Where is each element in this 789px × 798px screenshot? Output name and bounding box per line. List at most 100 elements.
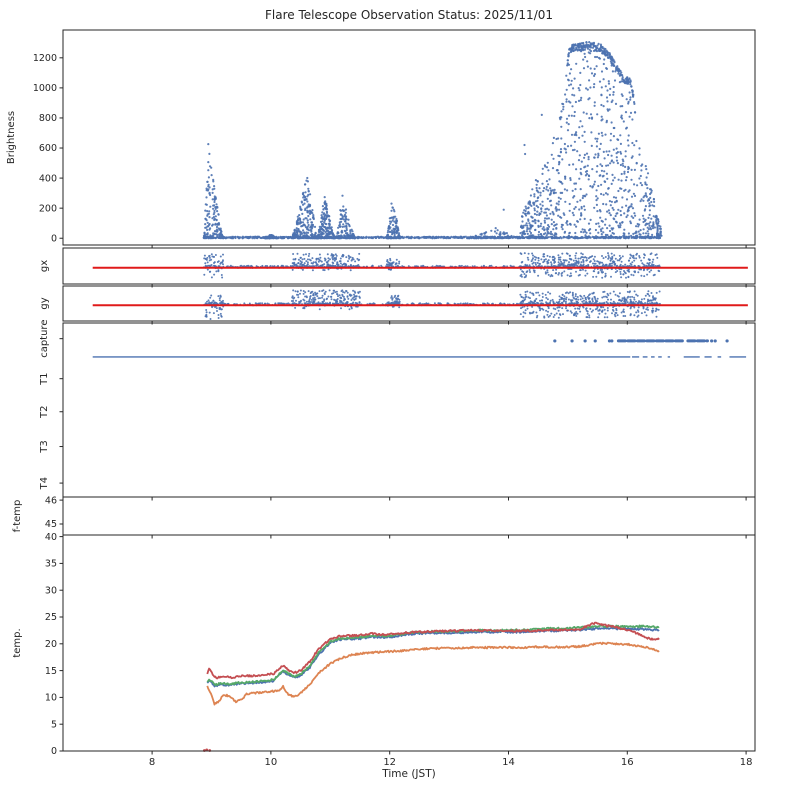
brightness-point xyxy=(209,234,212,237)
brightness-point xyxy=(296,231,299,234)
brightness-point xyxy=(610,236,613,239)
brightness-point xyxy=(528,222,531,225)
brightness-point xyxy=(565,74,568,77)
brightness-point xyxy=(593,206,596,209)
gx-point xyxy=(537,259,540,262)
brightness-point xyxy=(291,236,294,239)
brightness-point xyxy=(560,225,563,229)
brightness-point xyxy=(332,233,335,237)
gx-point xyxy=(299,260,302,263)
brightness-point xyxy=(306,227,309,230)
gx-point xyxy=(291,268,294,271)
brightness-point xyxy=(285,235,288,238)
brightness-point xyxy=(568,72,572,75)
gx-point xyxy=(297,262,300,264)
brightness-point xyxy=(645,195,648,198)
brightness-point xyxy=(587,155,590,159)
brightness-point xyxy=(547,183,550,186)
gx-point xyxy=(577,257,580,260)
brightness-point xyxy=(626,80,629,83)
gx-point xyxy=(562,259,565,262)
gy-point xyxy=(419,302,422,305)
brightness-point xyxy=(613,79,617,82)
brightness-point xyxy=(219,234,222,237)
brightness-point xyxy=(417,237,420,240)
gx-point xyxy=(519,274,522,277)
brightness-point xyxy=(613,126,616,130)
gx-point xyxy=(351,256,354,259)
gx-point xyxy=(522,271,525,273)
brightness-point xyxy=(581,196,584,200)
brightness-point xyxy=(390,231,393,234)
brightness-point xyxy=(552,228,555,231)
brightness-point xyxy=(645,222,648,225)
brightness-point xyxy=(624,111,628,114)
brightness-point xyxy=(595,65,598,68)
brightness-point xyxy=(326,235,329,239)
brightness-point xyxy=(341,216,344,219)
brightness-point xyxy=(621,206,624,209)
brightness-point xyxy=(211,191,214,194)
brightness-point xyxy=(570,79,573,82)
brightness-point xyxy=(619,163,623,167)
brightness-point xyxy=(502,208,505,211)
brightness-point xyxy=(595,145,599,148)
gx-point xyxy=(643,275,646,278)
brightness-point xyxy=(547,236,550,239)
brightness-point xyxy=(632,95,635,98)
brightness-point xyxy=(578,126,581,129)
brightness-point xyxy=(600,192,603,196)
brightness-point xyxy=(606,56,610,59)
brightness-point xyxy=(578,136,581,139)
brightness-point xyxy=(349,237,352,240)
gx-point xyxy=(222,253,224,256)
brightness-point xyxy=(533,209,536,212)
brightness-point xyxy=(650,200,653,204)
gx-point xyxy=(537,257,540,259)
brightness-point xyxy=(624,179,628,182)
brightness-point xyxy=(611,206,614,210)
brightness-point xyxy=(608,53,611,56)
brightness-point xyxy=(539,194,542,197)
gx-point xyxy=(595,275,598,278)
gx-point xyxy=(319,264,322,267)
brightness-point xyxy=(596,210,599,213)
brightness-point xyxy=(303,202,306,205)
gx-point xyxy=(219,262,222,265)
brightness-point xyxy=(628,77,631,80)
gy-point xyxy=(212,299,215,302)
brightness-point xyxy=(531,188,534,191)
brightness-point xyxy=(213,209,216,212)
brightness-point xyxy=(615,200,618,203)
brightness-point xyxy=(350,228,353,231)
brightness-point xyxy=(626,76,629,79)
brightness-point xyxy=(213,218,216,221)
brightness-point xyxy=(364,236,367,239)
brightness-point xyxy=(595,55,599,59)
brightness-point xyxy=(607,209,611,212)
brightness-point xyxy=(305,236,308,240)
brightness-point xyxy=(389,216,392,220)
brightness-point xyxy=(204,203,207,206)
brightness-point xyxy=(638,153,641,156)
brightness-point xyxy=(609,204,612,207)
brightness-point xyxy=(646,172,650,175)
gx-point xyxy=(327,259,330,262)
brightness-point xyxy=(477,237,480,240)
brightness-point xyxy=(213,187,216,190)
brightness-point xyxy=(620,93,623,96)
brightness-point xyxy=(546,161,549,164)
brightness-point xyxy=(387,229,390,232)
brightness-point xyxy=(569,177,572,180)
brightness-point xyxy=(584,234,587,237)
brightness-point xyxy=(555,202,558,205)
brightness-point xyxy=(612,85,615,89)
brightness-point xyxy=(605,172,609,175)
brightness-point xyxy=(550,223,553,226)
gx-point xyxy=(315,258,318,261)
brightness-point xyxy=(588,41,591,44)
gx-point xyxy=(247,264,250,267)
brightness-point xyxy=(432,235,435,238)
brightness-point xyxy=(463,235,466,238)
brightness-point xyxy=(533,201,536,204)
